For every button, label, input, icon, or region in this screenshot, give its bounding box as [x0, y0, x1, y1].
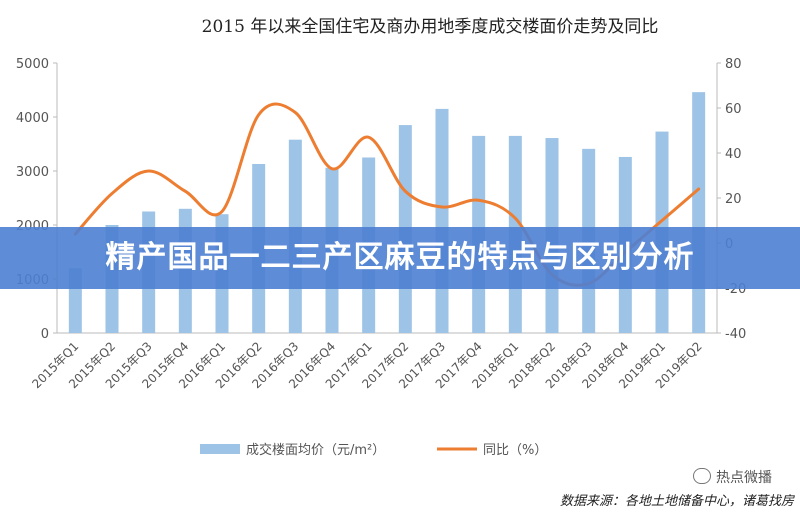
y-right-tick-label: -40 [725, 327, 746, 342]
y-left-tick-label: 4000 [16, 111, 49, 126]
y-left-tick-label: 0 [41, 327, 49, 342]
source-note: 数据来源：各地土地储备中心，诸葛找房 [559, 494, 794, 509]
y-right-tick-label: 40 [725, 147, 742, 162]
y-right-tick-label: 80 [725, 57, 742, 72]
y-left-tick-label: 3000 [16, 165, 49, 180]
chat-icon [693, 468, 711, 484]
legend: 成交楼面均价（元/m²） 同比（%） [200, 442, 547, 458]
chart-title: 2015 年以来全国住宅及商办用地季度成交楼面价走势及同比 [202, 17, 659, 37]
y-left-tick-label: 5000 [16, 57, 49, 72]
banner-title: 精产国品一二三产区麻豆的特点与区别分析 [105, 240, 695, 275]
legend-line-label: 同比（%） [483, 443, 547, 458]
y-right-tick-label: 20 [725, 192, 742, 207]
y-right-tick-label: 60 [725, 102, 742, 117]
watermark-text: 热点微播 [716, 470, 772, 486]
bar [692, 92, 706, 333]
watermark: 热点微播 [693, 467, 772, 487]
legend-bar-label: 成交楼面均价（元/m²） [246, 442, 385, 458]
title-banner: 精产国品一二三产区麻豆的特点与区别分析 [0, 227, 800, 289]
bar [435, 108, 449, 334]
legend-bar-swatch [200, 444, 240, 454]
